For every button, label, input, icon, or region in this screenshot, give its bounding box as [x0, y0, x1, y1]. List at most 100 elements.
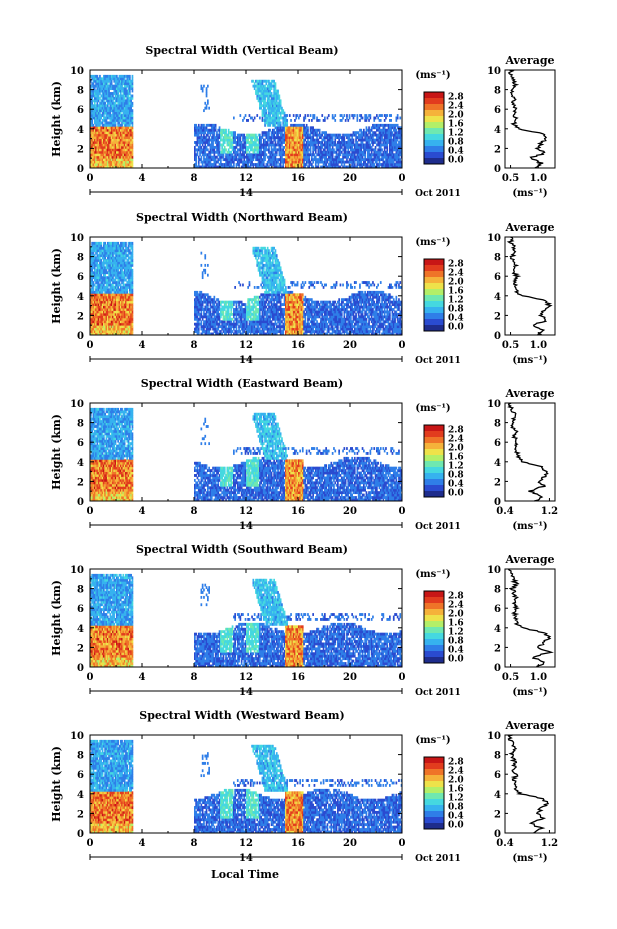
- heatmap-cell: [92, 109, 95, 113]
- heatmap-cell: [95, 89, 97, 93]
- heatmap-cell: [122, 163, 125, 166]
- heatmap-cell: [112, 109, 114, 113]
- heatmap-cell: [106, 116, 109, 120]
- heatmap-cell: [383, 126, 386, 130]
- heatmap-cell: [262, 119, 265, 122]
- heatmap-cell: [282, 138, 285, 142]
- heatmap-cell: [130, 160, 132, 164]
- heatmap-cell: [226, 150, 229, 154]
- heatmap-cell: [266, 138, 269, 142]
- heatmap-cell: [381, 114, 383, 117]
- heatmap-cell: [130, 101, 132, 105]
- heatmap-cell: [275, 101, 278, 105]
- heatmap-cell: [108, 92, 110, 95]
- heatmap-cell: [196, 133, 199, 137]
- heatmap-cell: [116, 165, 118, 169]
- heatmap-cell: [103, 160, 105, 164]
- heatmap-cell: [398, 155, 400, 159]
- heatmap-cell: [281, 160, 283, 164]
- heatmap-cell: [296, 131, 299, 135]
- heatmap-cell: [238, 136, 240, 139]
- heatmap-cell: [288, 133, 291, 137]
- heatmap-cell: [292, 153, 295, 157]
- heatmap-cell: [266, 160, 269, 164]
- heatmap-cell: [122, 79, 125, 83]
- heatmap-cell: [314, 143, 317, 147]
- heatmap-cell: [248, 136, 251, 139]
- heatmap-cell: [274, 119, 277, 122]
- heatmap-cell: [116, 106, 118, 110]
- heatmap-cell: [106, 101, 109, 105]
- heatmap-cell: [269, 153, 272, 157]
- heatmap-cell: [256, 145, 259, 149]
- heatmap-cell: [261, 109, 264, 113]
- heatmap-cell: [262, 114, 265, 117]
- heatmap-cell: [203, 158, 205, 162]
- heatmap-cell: [236, 150, 239, 154]
- heatmap-cell: [112, 94, 114, 98]
- heatmap-cell: [272, 123, 274, 127]
- heatmap-cell: [253, 155, 256, 159]
- heatmap-cell: [296, 126, 299, 130]
- heatmap-cell: [288, 155, 291, 159]
- heatmap-cell: [278, 163, 281, 166]
- heatmap-cell: [118, 101, 121, 105]
- heatmap-cell: [199, 150, 201, 154]
- heatmap-cell: [127, 104, 130, 108]
- heatmap-cell: [131, 89, 134, 93]
- heatmap-cell: [117, 153, 119, 157]
- heatmap-cell: [372, 136, 374, 139]
- heatmap-cell: [275, 158, 278, 162]
- heatmap-cell: [270, 136, 273, 139]
- heatmap-cell: [291, 136, 294, 139]
- heatmap-cell: [218, 141, 221, 144]
- heatmap-cell: [204, 143, 207, 147]
- heatmap-cell: [204, 101, 207, 105]
- heatmap-cell: [116, 87, 118, 90]
- heatmap-cell: [122, 158, 125, 162]
- heatmap-cell: [109, 74, 112, 78]
- heatmap-cell: [283, 116, 286, 120]
- heatmap-cell: [275, 148, 278, 152]
- heatmap-cell: [122, 148, 125, 152]
- heatmap-cell: [125, 251, 127, 255]
- heatmap-cell: [213, 160, 216, 164]
- heatmap-cell: [294, 150, 296, 154]
- heatmap-cell: [118, 94, 121, 98]
- heatmap-cell: [343, 138, 346, 142]
- heatmap-cell: [108, 143, 110, 147]
- heatmap-cell: [113, 119, 116, 122]
- heatmap-cell: [286, 141, 288, 144]
- heatmap-cell: [118, 153, 121, 157]
- heatmap-cell: [117, 121, 119, 125]
- heatmap-cell: [126, 145, 129, 149]
- heatmap-cell: [92, 158, 95, 162]
- heatmap-cell: [346, 158, 348, 162]
- heatmap-cell: [238, 143, 240, 147]
- heatmap-cell: [106, 163, 109, 166]
- heatmap-cell: [273, 106, 275, 110]
- heatmap-cell: [272, 84, 274, 88]
- heatmap-cell: [125, 131, 127, 135]
- heatmap-cell: [121, 101, 123, 105]
- heatmap-cell: [194, 153, 196, 157]
- heatmap-cell: [234, 131, 236, 135]
- heatmap-cell: [369, 143, 372, 147]
- heatmap-cell: [256, 136, 259, 139]
- heatmap-cell: [108, 136, 110, 139]
- heatmap-cell: [110, 116, 113, 120]
- heatmap-cell: [226, 136, 229, 139]
- heatmap-cell: [217, 158, 220, 162]
- heatmap-cell: [259, 89, 261, 93]
- heatmap-cell: [204, 163, 207, 166]
- heatmap-cell: [248, 133, 251, 137]
- heatmap-cell: [123, 259, 126, 262]
- heatmap-cell: [104, 84, 106, 88]
- heatmap-cell: [252, 143, 255, 147]
- heatmap-cell: [274, 155, 277, 159]
- heatmap-cell: [230, 163, 233, 166]
- heatmap-cell: [103, 153, 105, 157]
- heatmap-cell: [381, 148, 383, 152]
- heatmap-cell: [233, 116, 235, 120]
- heatmap-cell: [286, 148, 288, 152]
